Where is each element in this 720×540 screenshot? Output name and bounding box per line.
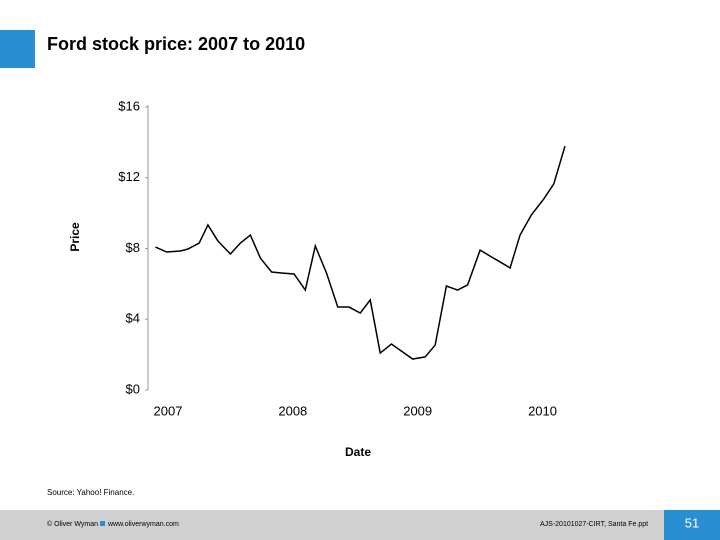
footer-separator — [100, 521, 105, 526]
y-tick-label: $16 — [118, 98, 140, 113]
y-tick-label: $4 — [126, 311, 140, 326]
price-line — [155, 145, 566, 360]
y-tick-label: $0 — [126, 381, 140, 396]
y-axis-label: Price — [68, 222, 82, 252]
footer-website: www.oliverwyman.com — [107, 521, 179, 528]
y-tick-label: $8 — [126, 240, 140, 255]
footer-bar — [0, 510, 664, 540]
page-box — [664, 510, 720, 540]
slide-title: Ford stock price: 2007 to 2010 — [47, 34, 305, 54]
source-note: Source: Yahoo! Finance. — [47, 488, 134, 497]
y-tick-label: $12 — [118, 169, 140, 184]
x-axis-label: Date — [345, 445, 371, 459]
footer-file: AJS-20101027-CIRT, Santa Fe.ppt — [540, 521, 648, 528]
plot: $0 $4 $8 $12 $16 2007 2008 2009 2010 — [118, 98, 566, 418]
title-marker — [0, 30, 35, 68]
page-number: 51 — [685, 515, 699, 530]
footer-copyright: © Oliver Wyman — [47, 520, 98, 528]
x-tick-label: 2007 — [154, 403, 183, 418]
x-tick-label: 2009 — [403, 403, 432, 418]
x-tick-label: 2010 — [528, 403, 557, 418]
x-tick-label: 2008 — [278, 403, 307, 418]
